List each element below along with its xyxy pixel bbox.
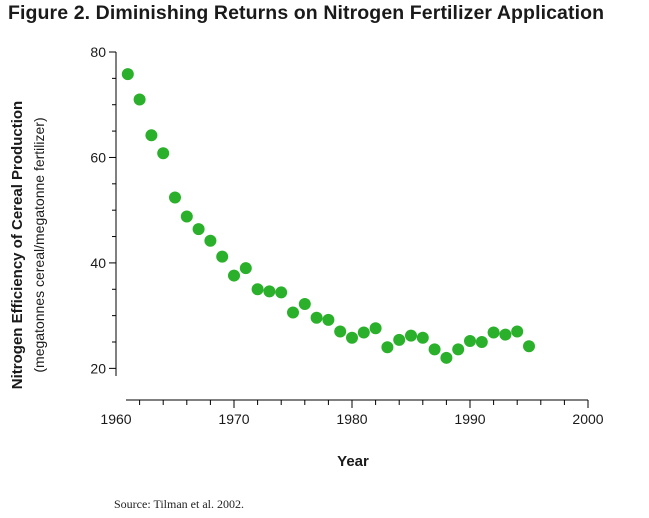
y-axis-title: Nitrogen Efficiency of Cereal Production <box>9 101 26 389</box>
data-point <box>452 343 465 356</box>
data-point <box>357 326 370 339</box>
data-point <box>157 147 170 160</box>
data-point <box>499 328 512 341</box>
data-point <box>405 329 417 342</box>
source-note: Source: Tilman et al. 2002. <box>114 497 244 511</box>
data-point <box>416 331 429 344</box>
data-point <box>464 334 476 347</box>
data-point <box>216 250 229 263</box>
figure-title: Figure 2. Diminishing Returns on Nitroge… <box>8 2 605 24</box>
data-point <box>298 298 311 311</box>
y-tick-label: 80 <box>90 44 106 60</box>
data-point <box>251 283 264 296</box>
data-point <box>322 313 335 326</box>
data-point <box>180 210 193 223</box>
data-point <box>393 333 406 346</box>
data-point <box>169 191 181 204</box>
data-point <box>263 285 276 298</box>
data-point <box>275 286 288 299</box>
x-axis-title: Year <box>337 453 369 470</box>
data-point <box>192 223 205 236</box>
data-point <box>511 325 524 338</box>
data-point <box>523 340 535 353</box>
data-point <box>133 93 146 106</box>
y-tick-label: 20 <box>90 360 106 376</box>
data-point <box>475 336 488 348</box>
chart-ticks: 20 40 60 80 1960 1970 1980 1990 2000 <box>90 44 603 427</box>
x-tick-label: 1960 <box>100 411 131 427</box>
data-point <box>369 322 382 335</box>
data-point <box>228 269 240 282</box>
x-tick-label: 1990 <box>454 411 485 427</box>
data-point <box>381 341 394 354</box>
scatter-chart: 20 40 60 80 1960 1970 1980 1990 2000 Year Nitrog… <box>9 44 604 470</box>
data-point <box>487 326 500 339</box>
data-point <box>121 68 134 81</box>
data-point <box>428 343 441 356</box>
chart-points <box>121 68 535 364</box>
y-tick-label: 60 <box>90 149 106 165</box>
data-point <box>440 351 453 364</box>
data-point <box>204 234 217 247</box>
data-point <box>287 306 299 319</box>
x-tick-label: 2000 <box>572 411 603 427</box>
y-axis-subtitle: (megatonnes cereal/megatonne fertilizer) <box>31 117 47 372</box>
x-tick-label: 1970 <box>218 411 249 427</box>
x-tick-label: 1980 <box>336 411 367 427</box>
data-point <box>239 262 252 275</box>
data-point <box>334 325 347 338</box>
data-point <box>346 331 358 344</box>
data-point <box>310 311 323 324</box>
data-point <box>145 129 158 142</box>
y-tick-label: 40 <box>90 255 106 271</box>
chart-axes <box>115 52 588 401</box>
